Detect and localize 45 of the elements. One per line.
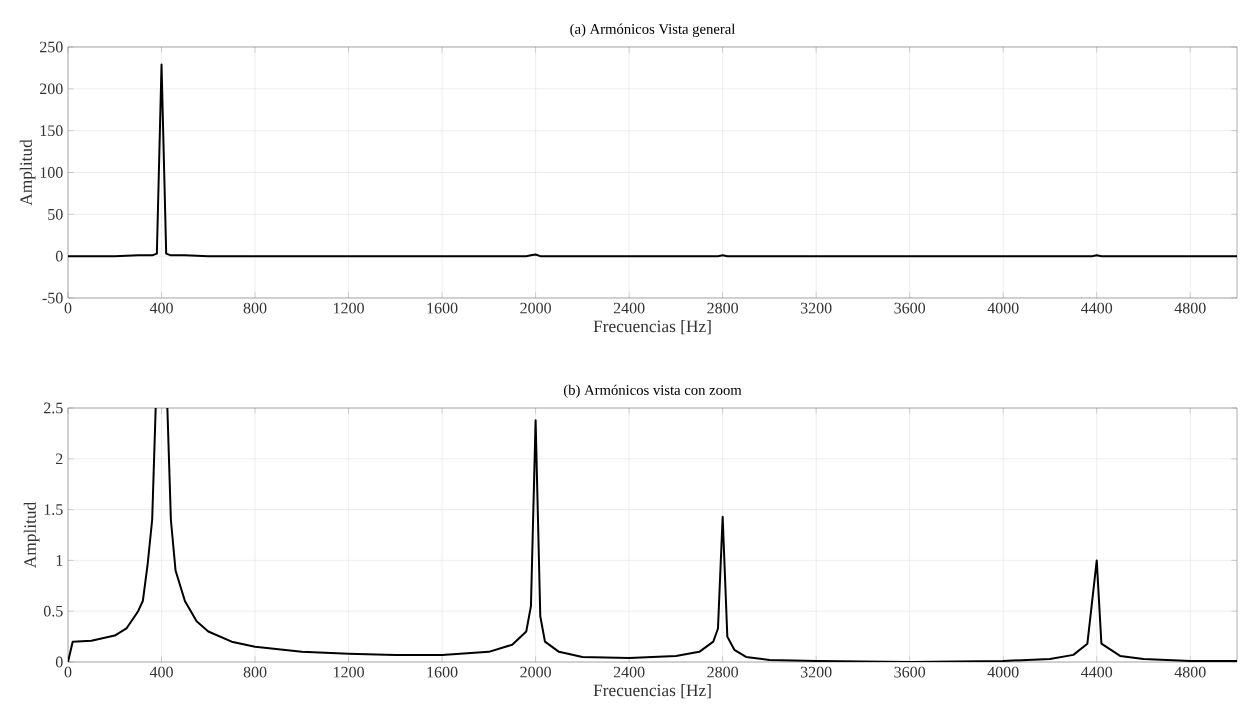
- x-tick-label: 1600: [427, 302, 458, 314]
- x-tick-label: 0: [64, 666, 72, 678]
- chart-title: (a) Armónicos Vista general: [570, 23, 736, 37]
- x-tick-label: 3600: [894, 302, 926, 314]
- x-tick-label: 2800: [707, 302, 739, 314]
- x-tick-label: 2000: [520, 666, 551, 678]
- x-tick-label: 1600: [427, 666, 458, 678]
- x-tick-label: 4400: [1081, 302, 1113, 314]
- x-tick-label: 4400: [1081, 666, 1113, 678]
- x-tick-label: 400: [149, 666, 173, 678]
- y-tick-label: 0: [55, 656, 63, 668]
- y-tick-label: 2.5: [44, 402, 63, 414]
- x-axis-title: Frecuencias [Hz]: [593, 319, 711, 335]
- x-tick-label: 4800: [1174, 666, 1206, 678]
- y-tick-label: -50: [42, 292, 63, 304]
- x-tick-label: 4800: [1174, 302, 1206, 314]
- y-axis-title: Amplitud: [23, 501, 40, 569]
- x-tick-label: 3200: [800, 666, 832, 678]
- x-tick-label: 1200: [333, 302, 364, 314]
- y-tick-label: 150: [40, 125, 63, 137]
- y-tick-label: 200: [40, 83, 63, 95]
- chart-title: (b) Armónicos vista con zoom: [563, 384, 742, 398]
- y-tick-label: 1: [56, 555, 63, 566]
- x-tick-label: 400: [149, 302, 173, 314]
- x-axis-title: Frecuencias [Hz]: [593, 684, 711, 699]
- x-tick-label: 3200: [800, 302, 832, 314]
- y-tick-label: 100: [40, 167, 63, 178]
- y-tick-label: 2: [56, 453, 63, 465]
- y-tick-label: 1.5: [44, 504, 63, 515]
- x-tick-label: 2400: [613, 666, 645, 678]
- x-tick-label: 2000: [520, 302, 551, 314]
- y-tick-label: 250: [40, 41, 63, 53]
- x-tick-label: 4000: [987, 302, 1019, 314]
- x-tick-label: 4000: [987, 666, 1019, 678]
- x-tick-label: 1200: [333, 666, 364, 678]
- y-tick-label: 0: [55, 250, 63, 262]
- x-tick-label: 800: [243, 302, 267, 314]
- x-tick-label: 2400: [613, 302, 645, 314]
- y-tick-label: 50: [48, 208, 63, 220]
- y-axis-title: Amplitud: [19, 139, 36, 206]
- x-tick-label: 800: [243, 666, 267, 678]
- x-tick-label: 2800: [707, 666, 739, 678]
- x-tick-label: 0: [64, 302, 72, 314]
- y-tick-label: 0.5: [43, 605, 63, 617]
- x-tick-label: 3600: [894, 666, 926, 678]
